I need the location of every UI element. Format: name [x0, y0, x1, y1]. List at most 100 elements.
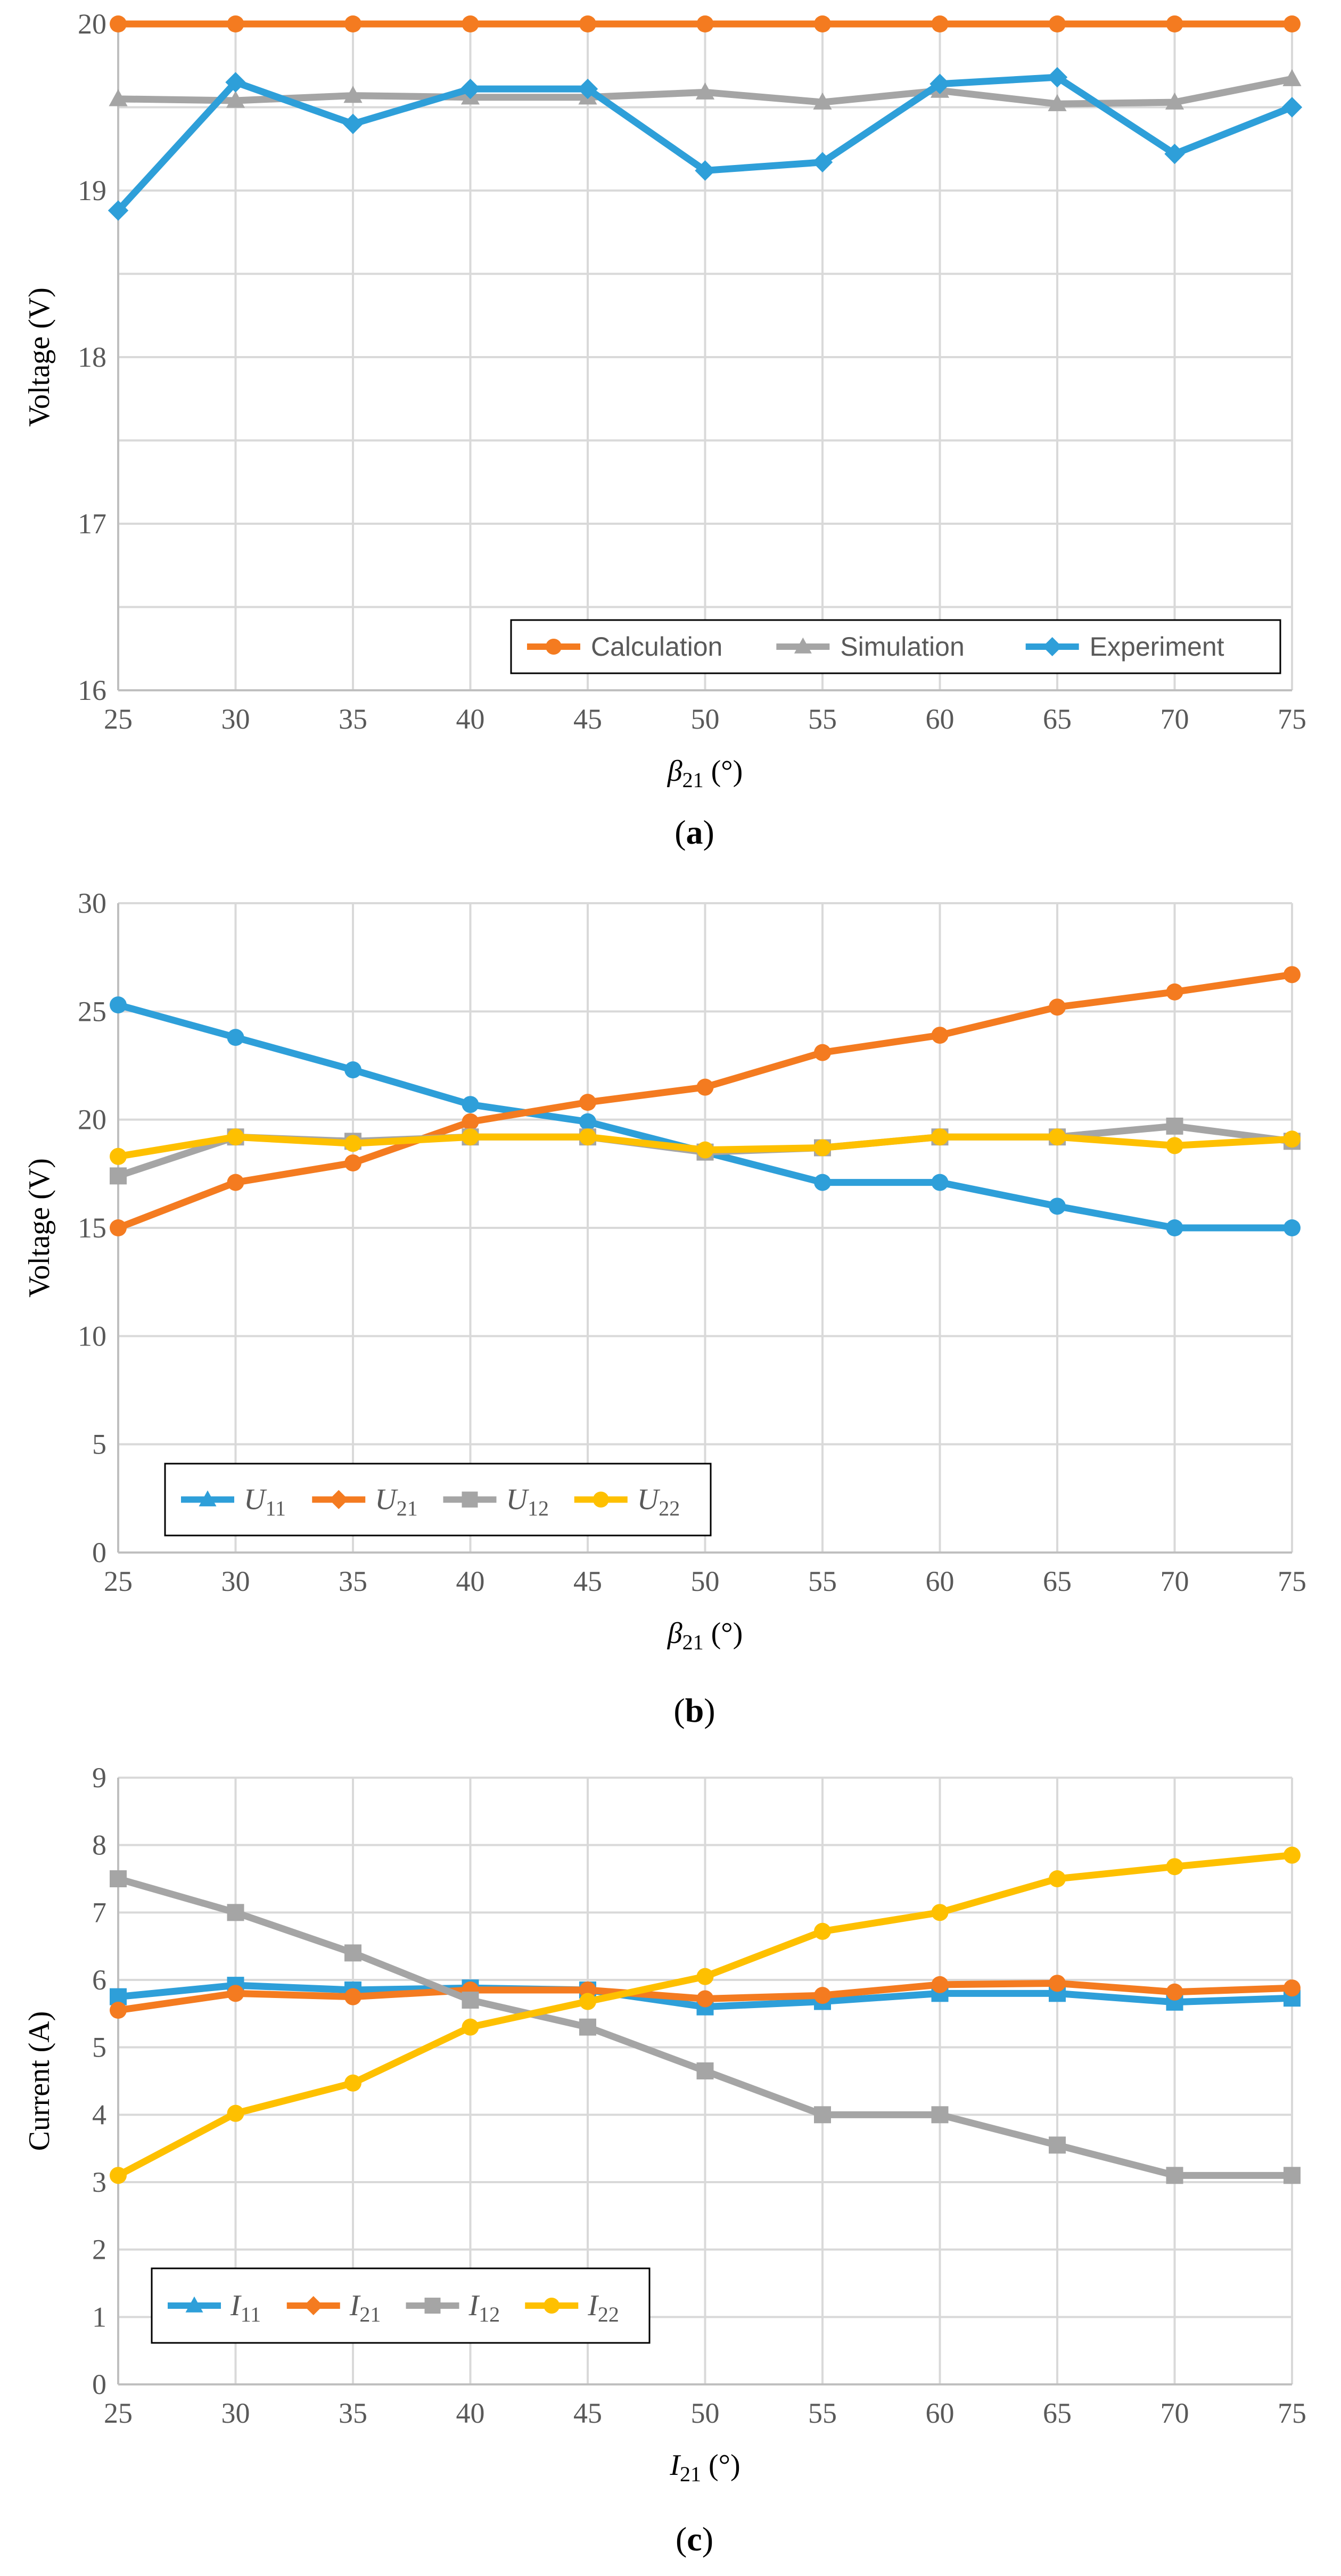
data-point-I22: [344, 2074, 361, 2092]
series-Calculation: [110, 15, 1301, 32]
series-U21: [110, 966, 1301, 1236]
y-tick-label: 0: [92, 1537, 106, 1568]
data-point-U21: [1049, 998, 1066, 1016]
legend: Calculation Simulation Experiment: [510, 619, 1281, 674]
data-point-I21: [227, 1985, 244, 2002]
data-point-Calculation: [1049, 15, 1066, 32]
data-point-Experiment: [812, 152, 833, 172]
x-tick-label: 75: [1278, 1565, 1306, 1597]
legend-label: Experiment: [1090, 632, 1224, 662]
legend-marker: [1042, 637, 1062, 656]
x-tick-label: 60: [926, 2397, 955, 2429]
data-point-Experiment: [695, 160, 715, 181]
y-tick-label: 19: [78, 175, 106, 207]
x-tick-label: 75: [1278, 703, 1306, 735]
data-point-I22: [814, 1922, 831, 1940]
data-point-U12: [110, 1167, 127, 1185]
data-point-I22: [579, 1993, 596, 2010]
legend-marker: [303, 2296, 323, 2315]
data-point-U22: [110, 1147, 127, 1165]
y-tick-label: 10: [78, 1320, 106, 1352]
y-tick-label: 1: [92, 2301, 106, 2333]
chart-caption: (a): [674, 813, 714, 851]
data-point-I21: [1284, 1979, 1301, 1997]
x-tick-label: 35: [339, 1565, 367, 1597]
data-point-I22: [1284, 1846, 1301, 1864]
data-point-Experiment: [1281, 97, 1303, 118]
legend-marker: [794, 637, 812, 654]
x-tick-label: 35: [339, 703, 367, 735]
data-point-U11: [344, 1061, 361, 1079]
data-point-U22: [696, 1141, 714, 1159]
x-tick-label: 30: [221, 2397, 250, 2429]
legend-label: Calculation: [591, 632, 722, 662]
data-point-Simulation: [109, 89, 128, 106]
data-point-Calculation: [1284, 15, 1301, 32]
legend-label: U22: [637, 1483, 680, 1521]
legend-label: Simulation: [840, 632, 964, 662]
y-tick-label: 18: [78, 341, 106, 373]
y-tick-label: 5: [92, 1429, 106, 1460]
legend-marker: [593, 1491, 609, 1508]
x-tick-label: 45: [573, 1565, 602, 1597]
x-tick-label: 35: [339, 2397, 367, 2429]
x-tick-label: 50: [691, 703, 720, 735]
x-tick-label: 65: [1043, 703, 1072, 735]
legend-box: [510, 619, 1281, 674]
data-point-Experiment: [1164, 143, 1185, 164]
x-tick-label: 70: [1161, 1565, 1189, 1597]
data-point-U21: [814, 1044, 831, 1061]
data-point-Experiment: [460, 78, 481, 100]
y-axis-label: Voltage (V): [23, 1158, 56, 1298]
data-point-I12: [579, 2018, 596, 2036]
x-tick-label: 55: [808, 1565, 837, 1597]
data-point-U11: [1166, 1219, 1183, 1236]
series-Experiment: [108, 67, 1303, 221]
data-point-Calculation: [110, 15, 127, 32]
data-point-I12: [1166, 2167, 1183, 2184]
data-point-I12: [814, 2106, 831, 2124]
data-point-I12: [931, 2106, 949, 2124]
data-point-I22: [462, 2018, 479, 2036]
y-tick-label: 7: [92, 1896, 106, 1928]
legend-label: U12: [506, 1483, 549, 1521]
data-point-U21: [931, 1027, 949, 1044]
y-tick-label: 20: [78, 1104, 106, 1136]
data-point-I12: [1049, 2136, 1066, 2154]
y-tick-label: 17: [78, 508, 106, 540]
data-point-I12: [462, 1992, 479, 2009]
y-tick-label: 8: [92, 1829, 106, 1861]
data-point-U21: [462, 1113, 479, 1130]
chart-caption: (c): [676, 2520, 713, 2558]
x-tick-label: 65: [1043, 2397, 1072, 2429]
data-point-U21: [1284, 966, 1301, 984]
data-point-U11: [1049, 1198, 1066, 1215]
data-point-Experiment: [929, 73, 950, 94]
data-point-U22: [1166, 1137, 1183, 1154]
data-point-Experiment: [1047, 67, 1068, 88]
y-tick-label: 0: [92, 2368, 106, 2400]
data-point-U11: [110, 996, 127, 1014]
chart-a: 16 17 18 19 20 25 30 35 40 45 50 55 60 65 70 75 Voltage …: [23, 8, 1306, 851]
legend-label: I12: [468, 2289, 500, 2326]
x-tick-label: 75: [1278, 2397, 1306, 2429]
legend-label: U11: [244, 1483, 286, 1521]
data-point-I21: [1049, 1975, 1066, 1992]
data-point-I22: [1049, 1870, 1066, 1887]
data-point-I12: [696, 2062, 714, 2079]
data-point-Calculation: [344, 15, 361, 32]
x-tick-label: 70: [1161, 703, 1189, 735]
data-point-Simulation: [813, 92, 832, 110]
data-point-I22: [227, 2104, 244, 2122]
data-point-Calculation: [227, 15, 244, 32]
x-tick-label: 45: [573, 703, 602, 735]
y-tick-label: 15: [78, 1212, 106, 1244]
data-point-I21: [931, 1976, 949, 1993]
data-point-U21: [579, 1094, 596, 1111]
x-tick-label: 40: [456, 703, 485, 735]
x-tick-label: 30: [221, 1565, 250, 1597]
data-point-U22: [931, 1128, 949, 1146]
data-point-U11: [931, 1174, 949, 1191]
data-point-U22: [814, 1139, 831, 1157]
